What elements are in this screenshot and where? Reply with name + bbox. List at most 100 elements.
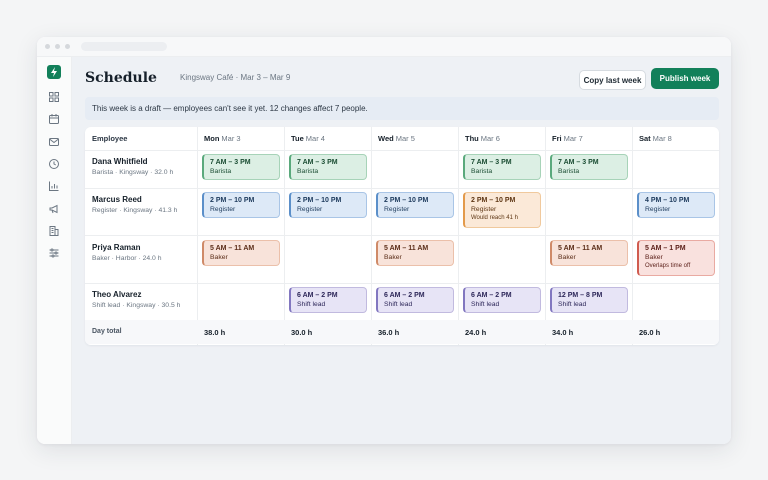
- day-date: Mar 7: [563, 134, 583, 143]
- day-header-mon[interactable]: Mon Mar 3: [197, 127, 284, 150]
- inbox-icon[interactable]: [48, 136, 60, 148]
- shift-role: Barista: [471, 168, 493, 175]
- day-name: Sat: [639, 134, 651, 143]
- employee-meta: Register · Kingsway · 41.3 h: [92, 207, 178, 214]
- clock-icon[interactable]: [48, 158, 60, 170]
- row-divider: [85, 150, 719, 151]
- shift-card[interactable]: 12 PM – 8 PM Shift lead: [550, 287, 628, 313]
- day-name: Tue: [291, 134, 304, 143]
- shift-role: Register: [645, 206, 671, 213]
- employee-column-header: Employee: [92, 134, 128, 143]
- calendar-icon[interactable]: [48, 113, 60, 125]
- grid-icon[interactable]: [48, 91, 60, 103]
- shift-time: 7 AM – 3 PM: [297, 159, 338, 166]
- shift-role: Baker: [645, 254, 663, 261]
- day-name: Wed: [378, 134, 394, 143]
- column-divider: [632, 127, 633, 345]
- page-subtitle: Kingsway Café · Mar 3 – Mar 9: [180, 73, 291, 82]
- employee-meta: Shift lead · Kingsway · 30.5 h: [92, 302, 181, 309]
- megaphone-icon[interactable]: [48, 203, 60, 215]
- shift-time: 7 AM – 3 PM: [210, 159, 251, 166]
- draft-banner: This week is a draft — employees can't s…: [85, 97, 719, 120]
- shift-role: Register: [297, 206, 323, 213]
- day-header-sat[interactable]: Sat Mar 8: [632, 127, 719, 150]
- day-total-value: 36.0 h: [378, 328, 400, 337]
- shift-time: 4 PM – 10 PM: [645, 197, 690, 204]
- day-header-wed[interactable]: Wed Mar 5: [371, 127, 458, 150]
- employee-name[interactable]: Priya Raman: [92, 243, 141, 252]
- shift-card[interactable]: 5 AM – 11 AM Baker: [376, 240, 454, 266]
- day-total-label: Day total: [92, 328, 122, 335]
- row-divider: [85, 283, 719, 284]
- window-titlebar: [37, 37, 731, 57]
- day-total-value: 30.0 h: [291, 328, 313, 337]
- day-date: Mar 4: [305, 134, 325, 143]
- shift-role: Shift lead: [384, 301, 413, 308]
- app-logo[interactable]: [47, 65, 61, 79]
- shift-card[interactable]: 6 AM – 2 PM Shift lead: [289, 287, 367, 313]
- shift-role: Register: [210, 206, 236, 213]
- shift-card[interactable]: 2 PM – 10 PM Register: [289, 192, 367, 218]
- row-divider: [85, 188, 719, 189]
- shift-card[interactable]: 7 AM – 3 PM Barista: [289, 154, 367, 180]
- shift-card[interactable]: 6 AM – 2 PM Shift lead: [376, 287, 454, 313]
- app-window: Schedule Kingsway Café · Mar 3 – Mar 9 C…: [37, 37, 731, 444]
- window-dot[interactable]: [45, 44, 50, 49]
- shift-role: Baker: [558, 254, 576, 261]
- day-header-thu[interactable]: Thu Mar 6: [458, 127, 545, 150]
- main-content: Schedule Kingsway Café · Mar 3 – Mar 9 C…: [72, 57, 731, 444]
- copy-last-week-button[interactable]: Copy last week: [579, 70, 646, 90]
- day-header-tue[interactable]: Tue Mar 4: [284, 127, 371, 150]
- shift-role: Shift lead: [297, 301, 326, 308]
- shift-card[interactable]: 2 PM – 10 PM Register: [202, 192, 280, 218]
- employee-name[interactable]: Dana Whitfield: [92, 157, 148, 166]
- shift-card[interactable]: 6 AM – 2 PM Shift lead: [463, 287, 541, 313]
- day-date: Mar 5: [395, 134, 415, 143]
- window-dot[interactable]: [55, 44, 60, 49]
- row-divider: [85, 235, 719, 236]
- shift-time: 5 AM – 11 AM: [384, 245, 429, 252]
- shift-time: 7 AM – 3 PM: [558, 159, 599, 166]
- shift-card[interactable]: 5 AM – 11 AM Baker: [550, 240, 628, 266]
- shift-role: Baker: [210, 254, 228, 261]
- shift-time: 6 AM – 2 PM: [384, 292, 425, 299]
- employee-name[interactable]: Theo Alvarez: [92, 290, 142, 299]
- shift-card-warning[interactable]: 2 PM – 10 PM Register Would reach 41 h: [463, 192, 541, 228]
- shift-card[interactable]: 5 AM – 11 AM Baker: [202, 240, 280, 266]
- shift-card[interactable]: 7 AM – 3 PM Barista: [463, 154, 541, 180]
- shift-role: Baker: [384, 254, 402, 261]
- shift-card[interactable]: 4 PM – 10 PM Register: [637, 192, 715, 218]
- window-dot[interactable]: [65, 44, 70, 49]
- shift-time: 2 PM – 10 PM: [210, 197, 255, 204]
- shift-role: Barista: [210, 168, 232, 175]
- draft-banner-text: This week is a draft — employees can't s…: [92, 104, 368, 113]
- shift-warning-note: Would reach 41 h: [471, 215, 518, 221]
- shift-time: 5 AM – 1 PM: [645, 245, 686, 252]
- day-header-fri[interactable]: Fri Mar 7: [545, 127, 632, 150]
- url-bar[interactable]: [81, 42, 167, 51]
- day-total-value: 34.0 h: [552, 328, 574, 337]
- employee-meta: Barista · Kingsway · 32.0 h: [92, 169, 174, 176]
- day-total-value: 26.0 h: [639, 328, 661, 337]
- shift-card[interactable]: 7 AM – 3 PM Barista: [550, 154, 628, 180]
- shift-card-conflict[interactable]: 5 AM – 1 PM Baker Overlaps time off: [637, 240, 715, 276]
- shift-card[interactable]: 2 PM – 10 PM Register: [376, 192, 454, 218]
- day-name: Mon: [204, 134, 220, 143]
- shift-time: 2 PM – 10 PM: [297, 197, 342, 204]
- building-icon[interactable]: [48, 225, 60, 237]
- employee-meta: Baker · Harbor · 24.0 h: [92, 255, 162, 262]
- column-divider: [197, 127, 198, 345]
- day-total-row: Day total 38.0 h 30.0 h 36.0 h 24.0 h 34…: [85, 320, 719, 344]
- shift-time: 5 AM – 11 AM: [558, 245, 603, 252]
- shift-role: Barista: [558, 168, 580, 175]
- sliders-icon[interactable]: [48, 247, 60, 259]
- day-date: Mar 6: [480, 134, 500, 143]
- column-divider: [371, 127, 372, 345]
- employee-name[interactable]: Marcus Reed: [92, 195, 142, 204]
- shift-card[interactable]: 7 AM – 3 PM Barista: [202, 154, 280, 180]
- publish-week-button[interactable]: Publish week: [651, 68, 719, 89]
- shift-role: Register: [384, 206, 410, 213]
- chart-icon[interactable]: [48, 180, 60, 192]
- shift-time: 5 AM – 11 AM: [210, 245, 255, 252]
- column-divider: [458, 127, 459, 345]
